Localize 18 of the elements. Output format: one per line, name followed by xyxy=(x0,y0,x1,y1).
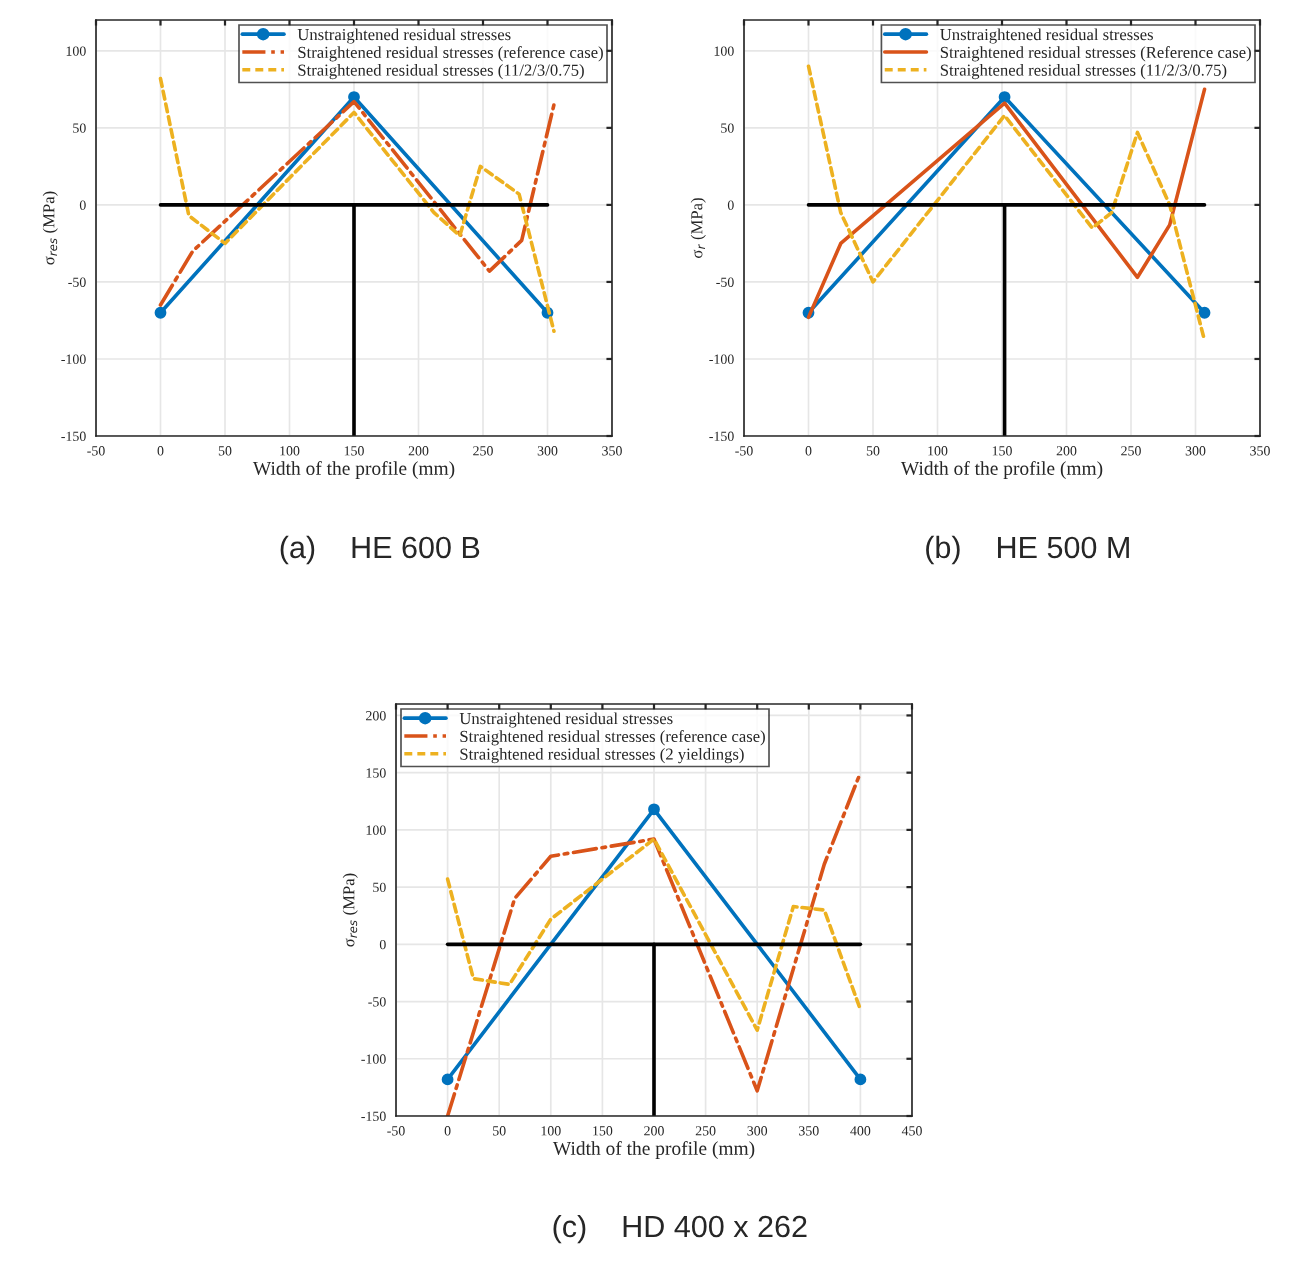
x-axis-title: Width of the profile (mm) xyxy=(552,1141,755,1159)
y-axis-title: σ$_{res}$ (MPa) xyxy=(42,191,58,265)
legend-label: Straightened residual stresses (reference case) xyxy=(460,730,765,746)
legend-label: Straightened residual stresses (Reference case) xyxy=(940,46,1251,62)
legend-label: Straightened residual stresses (2 yieldings) xyxy=(460,748,744,764)
text: (b) HE 500 M xyxy=(926,535,1129,565)
y-axis-title: σ$_{r}$ (MPa) xyxy=(690,198,706,258)
legend-label: Unstraightened residual stresses xyxy=(297,28,511,44)
y-axis-title: σ$_{res}$ (MPa) xyxy=(342,873,358,947)
legend-label: Unstraightened residual stresses xyxy=(459,712,673,728)
x-axis-title: Width of the profile (mm) xyxy=(900,461,1103,479)
text: (c) HD 400 x 262 xyxy=(553,1214,807,1244)
legend-label: Straightened residual stresses (11/2/3/0.75) xyxy=(298,64,584,80)
text: (a) HE 600 B xyxy=(280,535,480,565)
x-axis-title: Width of the profile (mm) xyxy=(252,461,455,479)
legend-label: Straightened residual stresses (11/2/3/0.75) xyxy=(940,64,1227,80)
legend-label: Straightened residual stresses (reference case) xyxy=(298,46,603,62)
legend-label: Unstraightened residual stresses xyxy=(940,28,1153,44)
